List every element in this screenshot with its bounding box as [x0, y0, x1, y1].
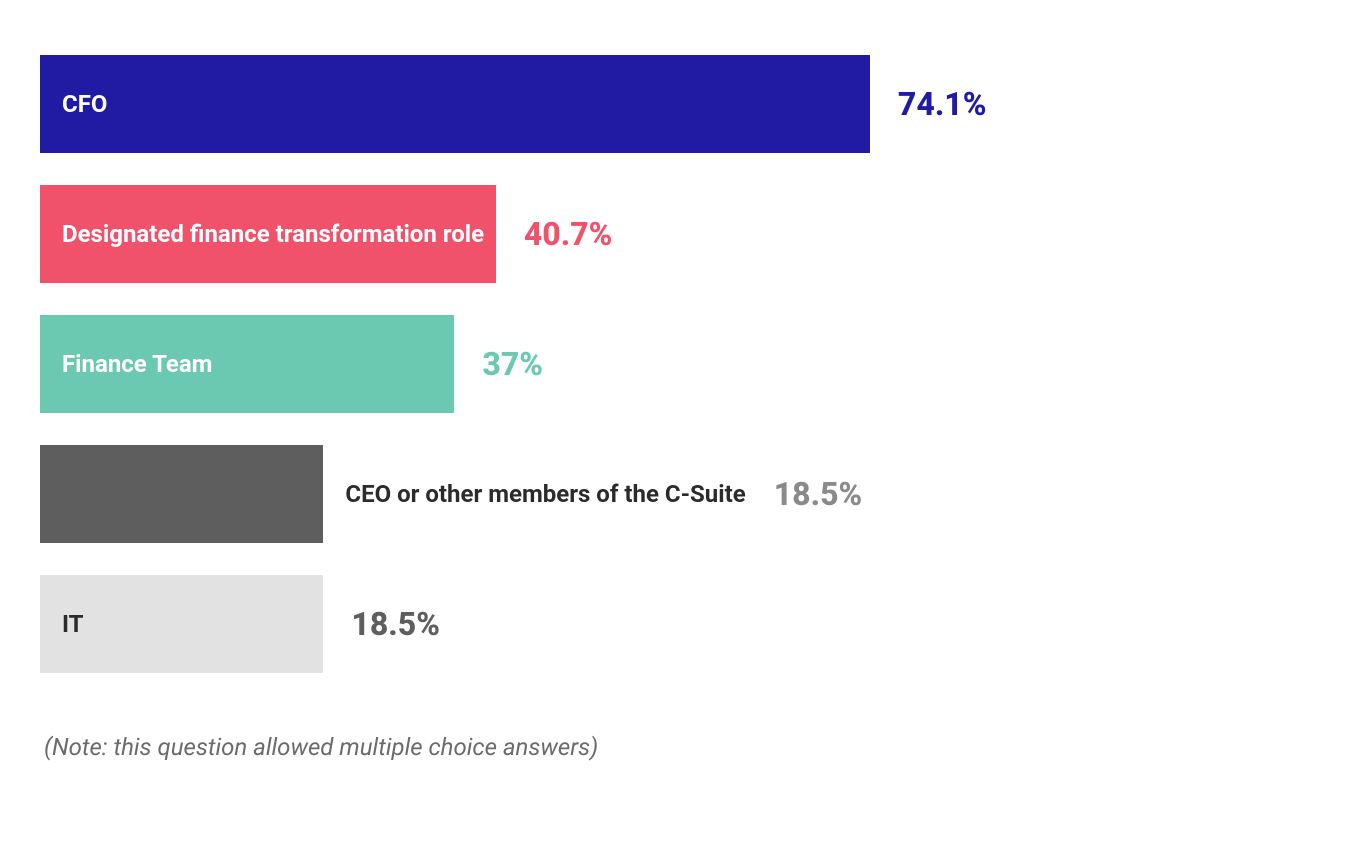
bar-value: 18.5%	[351, 605, 440, 643]
bar-label: IT	[62, 610, 84, 638]
bar-label: CFO	[62, 90, 107, 118]
bar-row: CFO 74.1%	[40, 55, 1308, 153]
bar: Designated finance transformation role	[40, 185, 496, 283]
bar-label: Finance Team	[62, 350, 212, 378]
bar-row: Designated finance transformation role 40…	[40, 185, 1308, 283]
bar-value: 74.1%	[898, 85, 987, 123]
chart-footnote: (Note: this question allowed multiple ch…	[40, 733, 1308, 761]
horizontal-bar-chart: CFO 74.1% Designated finance transformatio…	[0, 0, 1348, 868]
bar-rows-container: CFO 74.1% Designated finance transformatio…	[40, 55, 1308, 673]
bar-row: CEO or other members of the C-Suite 18.5%	[40, 445, 1308, 543]
bar: IT	[40, 575, 323, 673]
bar-label: Designated finance transformation role	[62, 220, 484, 248]
bar	[40, 445, 323, 543]
bar-row: Finance Team 37%	[40, 315, 1308, 413]
bar-value: 40.7%	[524, 215, 613, 253]
bar-value: 37%	[482, 345, 543, 383]
bar: CFO	[40, 55, 870, 153]
bar-value: 18.5%	[774, 475, 863, 513]
bar-label: CEO or other members of the C-Suite	[345, 480, 745, 508]
bar-row: IT 18.5%	[40, 575, 1308, 673]
bar: Finance Team	[40, 315, 454, 413]
